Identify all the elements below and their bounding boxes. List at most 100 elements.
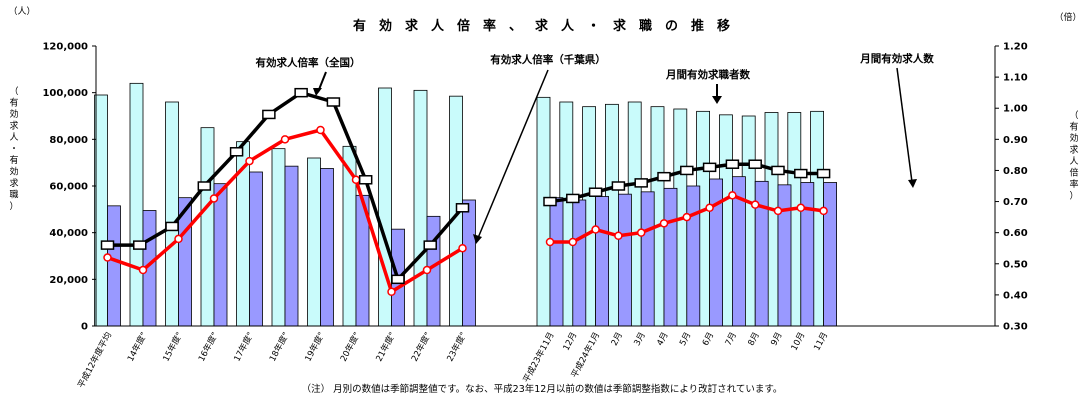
y-tick-right: 0.30 [1003,322,1028,333]
x-tick-g2-6: 5月 [678,331,693,348]
chiba-point-g1-8 [387,287,396,297]
national-point-g2-5 [657,171,671,182]
ylabel-right-char: 率 [1069,178,1078,190]
ylabel-left-char: 求 [9,120,18,132]
national-point-g2-9 [748,159,762,169]
ylabel-right-char: 倍 [1069,167,1078,179]
x-tick-g1-5: 18年度" [267,330,292,363]
chiba-point-g2-1 [568,237,578,247]
national-point-g2-3 [611,181,626,191]
x-tick-g1-10: 23年度" [445,330,470,363]
annotation-jobseekers: 月間有効求職者数 [665,68,750,81]
y-tick-right: 0.80 [1003,166,1028,177]
ylabel-left-char: ） [9,201,18,212]
y-tick-left: 20,000 [49,275,88,286]
y-tick-right: 1.00 [1003,104,1028,115]
openings-bar-g1-0 [107,205,121,327]
chiba-point-g1-2 [174,234,183,244]
chiba-point-g1-6 [316,125,325,135]
ylabel-left-char: 有 [9,154,18,166]
x-tick-g2-12: 11月 [812,331,830,353]
footnote: （注） 月別の数値は季節調整値です。なお、平成23年12月以前の数値は季節調整指… [302,383,783,395]
right-unit: （倍） [1054,11,1081,23]
openings-bar-g2-4 [640,191,655,327]
jobseekers-bar-g1-5 [271,148,286,327]
x-tick-g1-2: 15年度" [161,330,186,363]
ylabel-left-char: ・ [9,145,18,155]
y-tick-right: 0.90 [1003,135,1028,146]
chiba-point-g2-2 [591,225,600,234]
y-tick-right: 0.40 [1003,290,1028,301]
chiba-point-g2-5 [659,219,669,228]
jobseekers-bar-g1-1 [129,82,144,327]
ylabel-left-char: 求 [9,177,18,189]
national-point-g1-5 [262,109,276,120]
national-point-g1-8 [358,175,373,185]
ylabel-right-char: 人 [1069,156,1078,167]
national-point-g1-7 [326,97,341,107]
ylabel-left-char: 人 [9,132,18,143]
chiba-point-g1-9 [422,265,432,275]
x-tick-g1-0: 平成12年度平均 [75,330,114,390]
y-tick-left: 60,000 [49,182,88,193]
x-tick-g2-10: 9月 [769,331,784,348]
national-point-g2-4 [634,178,648,188]
ylabel-right-char: 有 [1069,121,1078,133]
national-point-g1-6 [294,87,308,98]
national-point-g1-0 [100,240,115,250]
annotation-chiba: 有効求人倍率（千葉県） [490,53,606,66]
openings-bar-g2-5 [663,187,678,327]
x-tick-g2-5: 4月 [655,331,670,348]
ylabel-right-char: ） [1069,191,1078,202]
jobseekers-bar-g1-2 [165,101,179,327]
chart-title: 有効求人倍率、求人・求職の推移 [353,18,743,34]
openings-bar-g2-6 [686,185,701,327]
chiba-point-g1-3 [209,194,219,203]
chiba-point-g1-4 [245,156,254,166]
x-tick-g1-6: 19年度" [303,330,328,363]
left-unit: （人） [8,6,35,17]
x-tick-g2-7: 6月 [701,331,716,348]
ylabel-left-char: 効 [9,108,18,120]
chiba-point-g2-11 [796,203,806,213]
chiba-point-g1-5 [280,135,290,144]
national-point-g1-11 [455,203,470,213]
ylabel-right-char: 求 [1069,144,1078,156]
ylabel-right-char: （ [1069,110,1078,121]
openings-bar-g1-4 [249,171,263,327]
openings-bar-g1-6 [320,168,334,327]
chiba-point-g2-0 [545,237,555,247]
chiba-point-g2-4 [636,228,646,237]
y-tick-left: 0 [81,322,88,333]
national-point-g1-10 [423,240,437,250]
y-tick-left: 40,000 [49,228,88,239]
y-tick-right: 1.10 [1003,73,1028,84]
y-tick-left: 80,000 [49,135,88,146]
national-point-g2-10 [771,165,785,176]
y-tick-left: 120,000 [42,42,88,53]
x-tick-g1-7: 20年度" [338,330,363,363]
ylabel-left-char: 効 [9,166,18,178]
jobseekers-bar-g2-0 [536,96,551,327]
national-point-g2-8 [725,159,740,169]
y-tick-right: 0.70 [1003,197,1028,208]
jobseekers-bar-g1-3 [200,127,215,327]
openings-bar-g1-10 [462,199,476,327]
openings-bar-g2-2 [595,196,609,327]
y-tick-right: 0.60 [1003,228,1028,239]
x-tick-g2-9: 8月 [746,331,761,348]
y-axis-label-left: （有効求人・有効求職） [9,86,18,212]
ylabel-left-char: 有 [9,97,18,109]
ylabel-left-char: 職 [9,190,18,201]
chiba-point-g2-12 [819,206,828,216]
national-point-g2-11 [794,168,808,179]
x-tick-g1-1: 14年度" [125,330,150,363]
chiba-point-g1-10 [458,243,467,253]
openings-bar-g2-1 [572,199,587,327]
national-point-g1-1 [133,240,147,250]
x-tick-g1-8: 21年度" [374,330,399,363]
national-point-g1-2 [165,221,179,232]
chiba-point-g2-3 [614,231,623,241]
x-tick-g1-9: 22年度" [409,330,434,363]
